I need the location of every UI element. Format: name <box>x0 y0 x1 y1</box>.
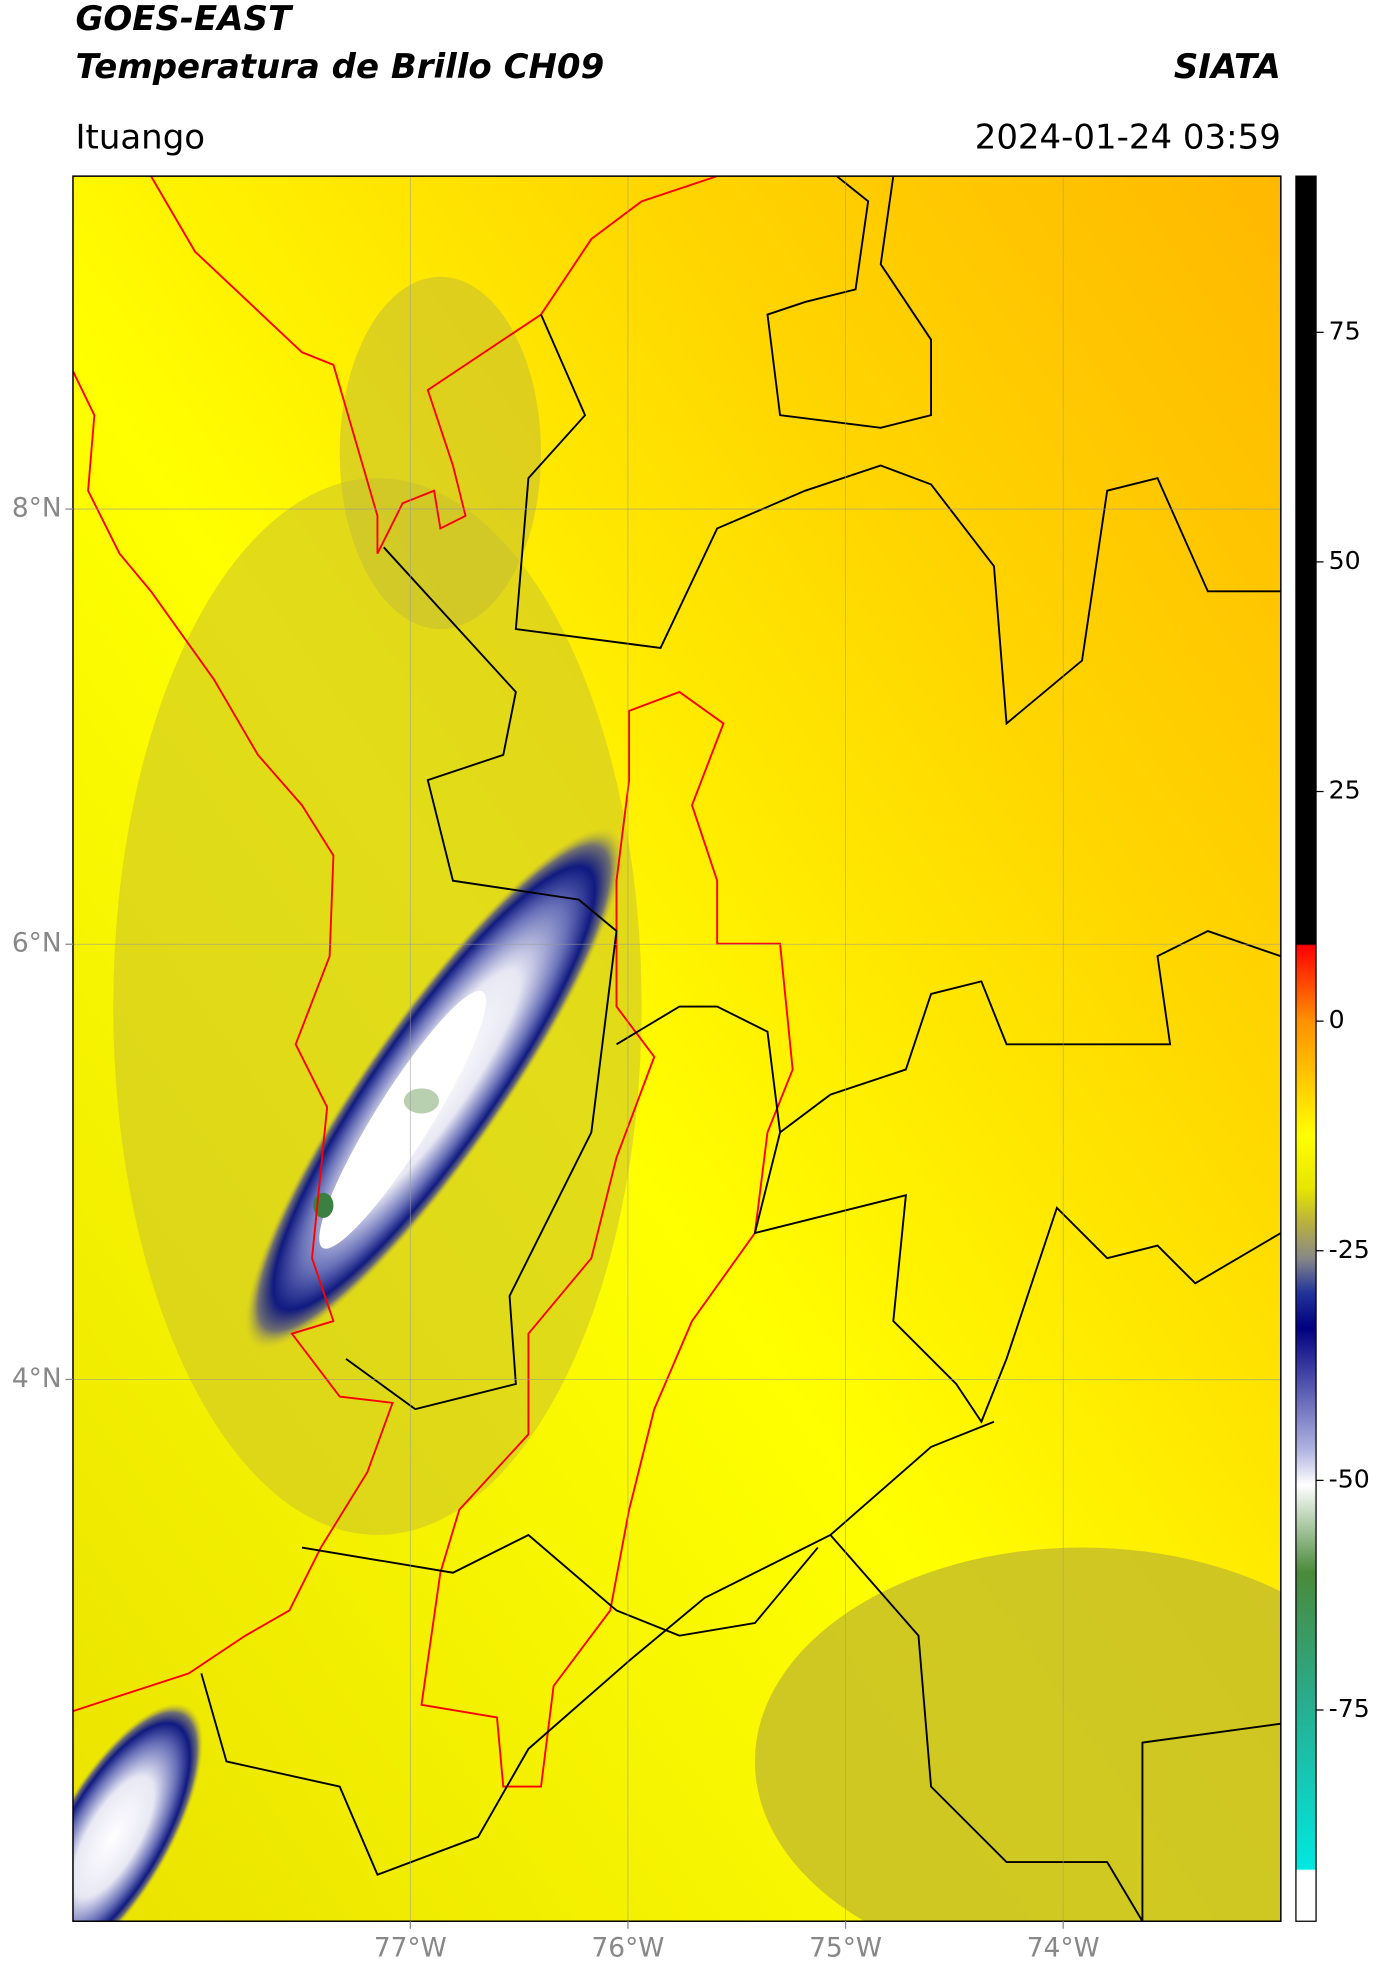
y-tick-label: 6°N <box>12 928 62 959</box>
region-outline <box>420 690 794 1788</box>
colorbar <box>1295 175 1317 1922</box>
colorbar-tick-label: -75 <box>1329 1694 1370 1723</box>
colorbar-tick-label: 75 <box>1329 316 1361 345</box>
colorbar-tick-label: 25 <box>1329 776 1361 805</box>
y-tick-label: 4°N <box>12 1363 62 1394</box>
colorbar-tick-label: 50 <box>1329 546 1361 575</box>
border <box>829 1534 1281 1922</box>
border <box>514 314 1281 726</box>
cloud <box>72 1703 204 1922</box>
source: SIATA <box>1174 47 1281 87</box>
y-tick-label: 8°N <box>12 493 62 524</box>
x-tick-label: 77°W <box>374 1932 447 1963</box>
border <box>345 546 618 1411</box>
border <box>753 1132 1281 1424</box>
subtitle: Temperatura de Brillo CH09 <box>75 47 604 87</box>
shade <box>755 1547 1281 1922</box>
coastline <box>72 370 394 1713</box>
shade <box>339 276 542 630</box>
timestamp: 2024-01-24 03:59 <box>975 117 1281 157</box>
x-tick-label: 74°W <box>1027 1932 1100 1963</box>
map-frame <box>72 175 1282 1922</box>
colorbar-tick-label: -25 <box>1329 1235 1370 1264</box>
title: GOES-EAST <box>75 0 293 39</box>
shade <box>113 478 642 1535</box>
x-tick-label: 75°W <box>809 1932 882 1963</box>
colorbar-tick-label: 0 <box>1329 1005 1345 1034</box>
cloud-core <box>403 1088 440 1114</box>
cloud-core <box>319 990 486 1249</box>
border <box>200 1420 995 1876</box>
colorbar-tick-label: -50 <box>1329 1464 1370 1493</box>
border <box>766 176 932 429</box>
coastline <box>150 176 718 555</box>
map-field <box>72 176 1281 1922</box>
grid <box>72 176 1281 1922</box>
border <box>301 1533 819 1637</box>
border <box>616 930 1281 1135</box>
location: Ituango <box>75 117 205 157</box>
x-tick-label: 76°W <box>591 1932 664 1963</box>
